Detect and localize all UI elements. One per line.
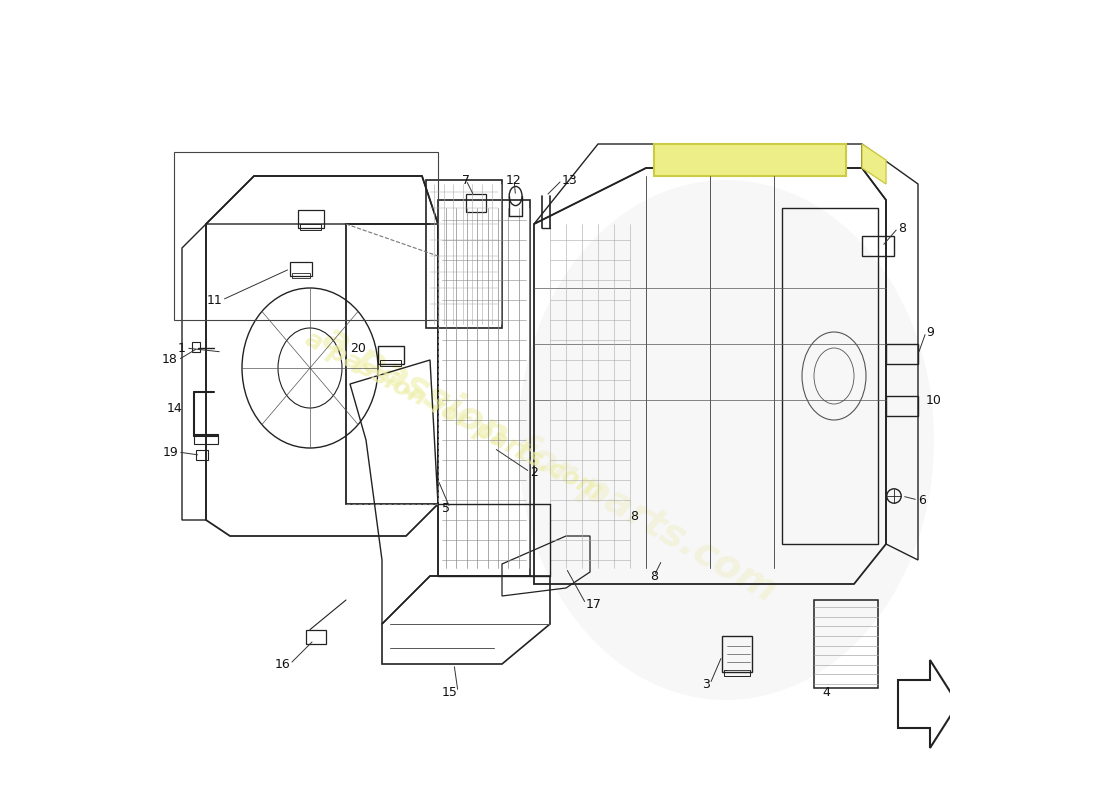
- Text: 10: 10: [926, 394, 942, 406]
- Bar: [290, 262, 312, 276]
- Bar: [426, 180, 502, 328]
- Bar: [194, 434, 218, 444]
- Bar: [438, 200, 530, 576]
- Bar: [378, 346, 404, 364]
- Text: 4: 4: [822, 686, 829, 698]
- Text: 17: 17: [586, 598, 602, 610]
- Bar: [197, 450, 208, 460]
- Text: 11: 11: [207, 294, 222, 306]
- Polygon shape: [654, 144, 846, 176]
- Text: 19: 19: [163, 446, 178, 458]
- Text: 2: 2: [530, 466, 538, 478]
- Text: 16: 16: [274, 658, 290, 670]
- Text: 12: 12: [506, 174, 521, 186]
- Text: 20: 20: [350, 342, 366, 354]
- Bar: [174, 152, 438, 320]
- Ellipse shape: [518, 180, 934, 700]
- Text: 3: 3: [702, 678, 710, 690]
- Text: 15: 15: [442, 686, 458, 698]
- Text: 18: 18: [162, 354, 178, 366]
- Text: 8: 8: [650, 570, 658, 582]
- Bar: [306, 630, 326, 644]
- Text: 6: 6: [918, 494, 926, 506]
- Text: 8: 8: [630, 510, 638, 522]
- Bar: [722, 636, 752, 672]
- Text: a passion for parts.com: a passion for parts.com: [317, 318, 783, 610]
- Bar: [381, 360, 402, 366]
- Bar: [192, 342, 200, 352]
- Bar: [298, 210, 323, 228]
- Text: 1: 1: [178, 342, 186, 354]
- Polygon shape: [862, 144, 886, 184]
- Bar: [862, 236, 894, 256]
- Bar: [466, 194, 486, 212]
- Text: 5: 5: [442, 502, 450, 514]
- Text: 14: 14: [166, 402, 182, 414]
- Bar: [293, 273, 310, 278]
- Text: 13: 13: [562, 174, 578, 186]
- Bar: [814, 600, 878, 688]
- Text: a passion for parts.com: a passion for parts.com: [301, 327, 606, 505]
- Text: 8: 8: [898, 222, 906, 234]
- Bar: [300, 224, 321, 230]
- Bar: [886, 396, 918, 416]
- Bar: [725, 670, 750, 676]
- Bar: [782, 208, 878, 544]
- Bar: [886, 344, 918, 364]
- Text: 9: 9: [926, 326, 934, 338]
- Text: 7: 7: [462, 174, 470, 186]
